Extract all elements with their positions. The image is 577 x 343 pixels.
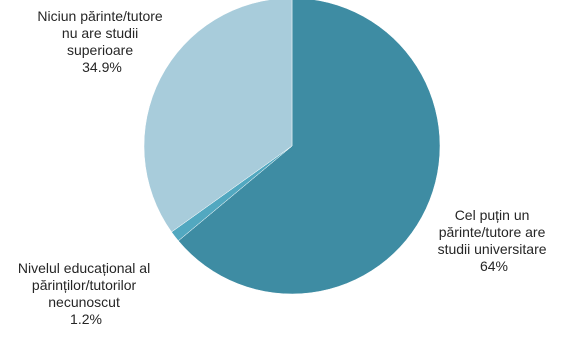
slice-labels: Cel puțin un părinte/tutore are studii u… [18,8,551,327]
slice-label-university: Cel puțin un părinte/tutore are studii u… [438,207,551,274]
slice-label-no-higher-education: Niciun părinte/tutore nu are studii supe… [37,8,166,75]
pie-slice-university [177,0,441,295]
slice-label-unknown: Nivelul educațional al părinților/tutori… [18,260,154,327]
pie-slice-no-higher-education [143,0,293,233]
pie-slices [143,0,441,295]
